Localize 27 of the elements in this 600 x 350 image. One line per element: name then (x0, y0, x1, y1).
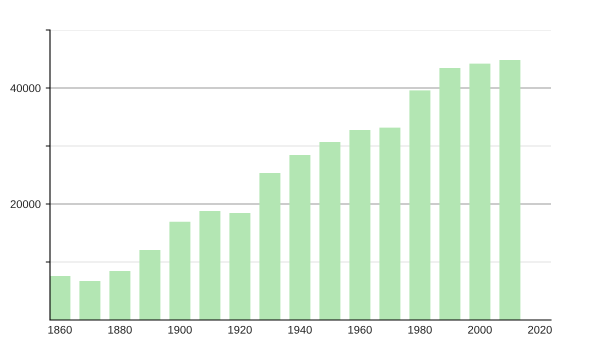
x-tick-label: 1920 (228, 326, 252, 334)
bar (79, 281, 100, 320)
x-tick-label: 1960 (348, 326, 372, 334)
bar (169, 222, 190, 320)
x-tick-label: 2000 (468, 326, 492, 334)
y-tick-label: 40000 (10, 84, 41, 92)
bar (109, 270, 130, 320)
x-tick-label: 1980 (408, 326, 432, 334)
bar (229, 212, 250, 320)
x-tick-label: 1880 (108, 326, 132, 334)
bar (409, 90, 430, 320)
bar (379, 128, 400, 320)
bar (259, 173, 280, 320)
bar (50, 276, 70, 320)
x-tick-label: 1940 (288, 326, 312, 334)
bar (349, 130, 370, 320)
bar (469, 64, 490, 320)
y-tick-label: 20000 (10, 200, 41, 208)
x-tick-label: 1900 (168, 326, 192, 334)
bar (289, 154, 310, 320)
bar (139, 250, 160, 320)
x-tick-label: 2020 (528, 326, 552, 334)
bar (439, 68, 460, 320)
bar (319, 142, 340, 320)
bar (499, 60, 520, 320)
bar (199, 211, 220, 320)
x-tick-label: 1860 (48, 326, 72, 334)
